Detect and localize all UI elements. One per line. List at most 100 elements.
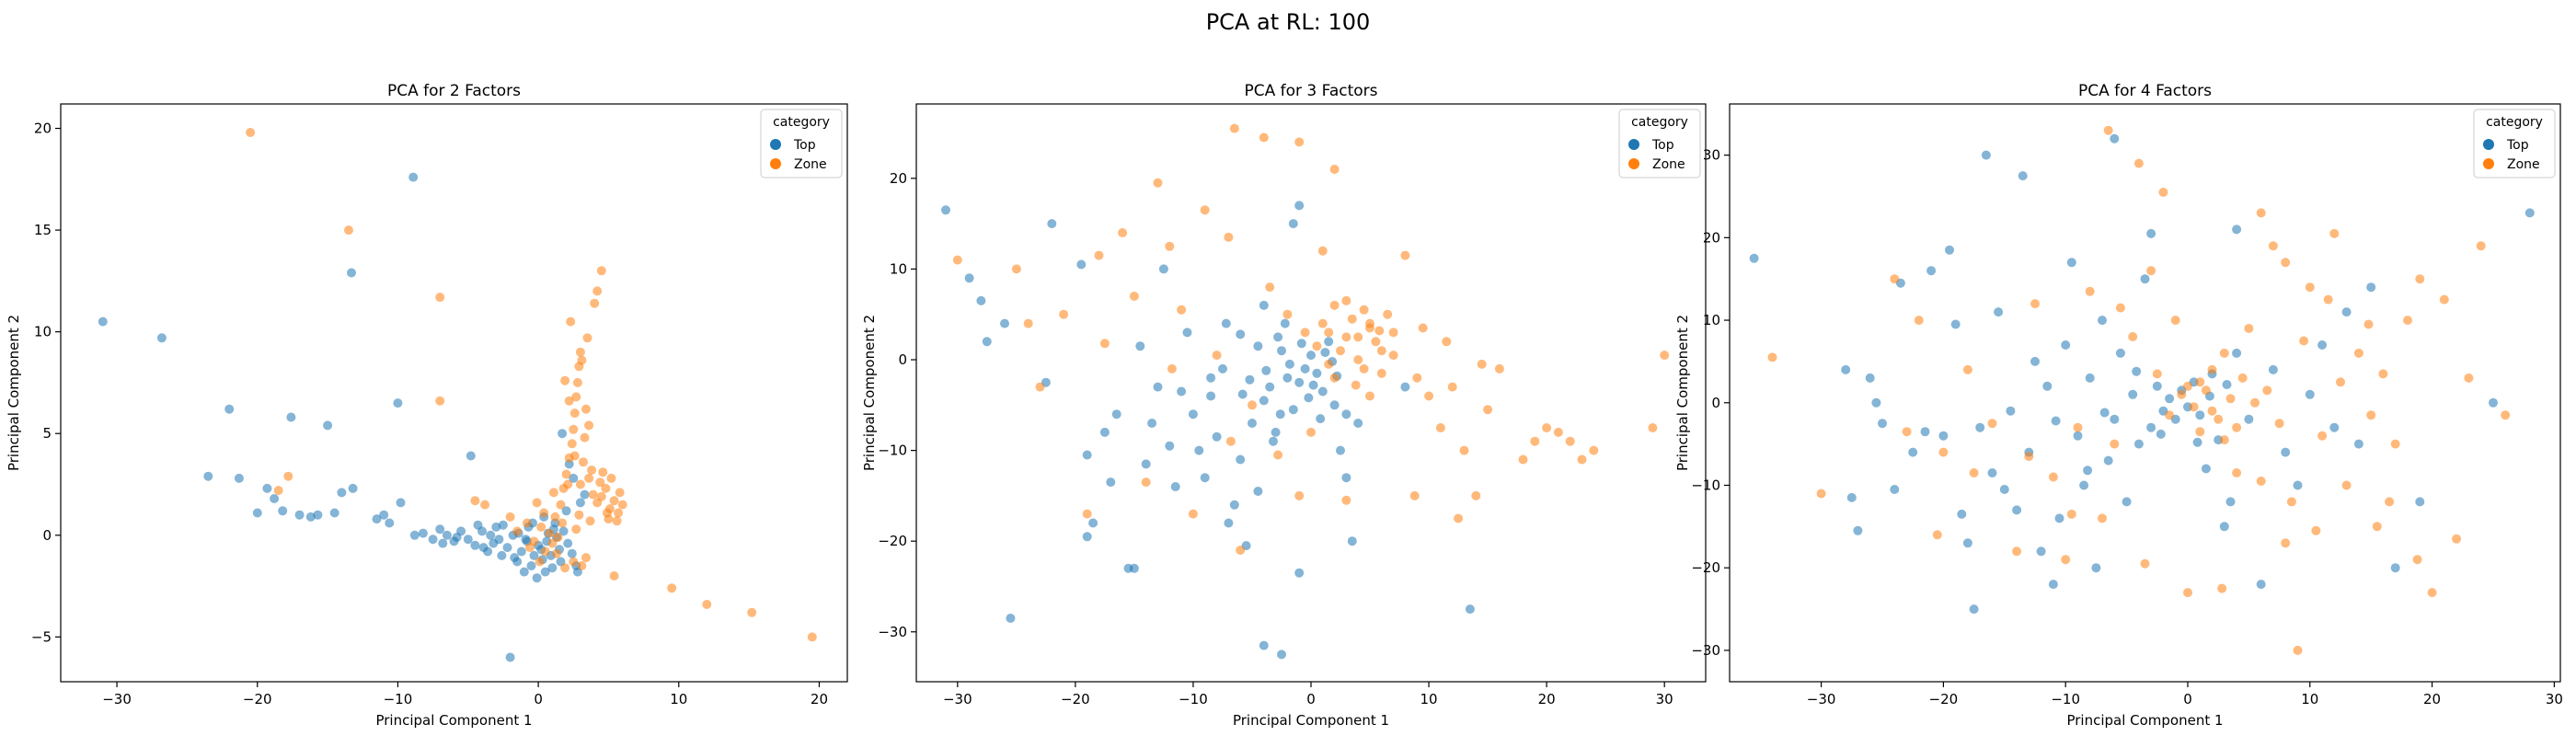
data-point-zone bbox=[1341, 295, 1351, 305]
data-point-zone bbox=[572, 377, 582, 387]
legend-label-zone: Zone bbox=[794, 157, 827, 172]
x-tick-label: 10 bbox=[1420, 691, 1438, 707]
data-point-top bbox=[1347, 536, 1357, 546]
data-point-zone bbox=[2183, 588, 2192, 598]
data-point-zone bbox=[598, 467, 608, 477]
y-tick-label: 30 bbox=[1703, 147, 1720, 164]
data-point-top bbox=[224, 404, 235, 414]
x-tick-label: −20 bbox=[1061, 691, 1090, 707]
data-point-zone bbox=[1518, 454, 1528, 465]
chart-panel-3: −30 −20 −10 0 10 20 30 −30 −20 −10 0 10 20 30 PCA for … bbox=[1674, 82, 2563, 729]
data-point-top bbox=[1341, 473, 1351, 483]
data-point-top bbox=[1253, 487, 1263, 496]
data-point-top bbox=[2156, 429, 2166, 439]
data-point-zone bbox=[2341, 480, 2352, 490]
data-point-top bbox=[540, 567, 550, 577]
data-point-top bbox=[1082, 450, 1092, 460]
data-point-zone bbox=[539, 508, 549, 518]
data-point-zone bbox=[577, 355, 587, 365]
data-point-zone bbox=[2165, 410, 2175, 420]
data-point-top bbox=[1218, 363, 1227, 374]
data-point-zone bbox=[532, 498, 542, 508]
data-point-zone bbox=[609, 571, 619, 581]
data-point-top bbox=[2366, 282, 2376, 293]
data-point-top bbox=[348, 483, 358, 493]
data-point-zone bbox=[1265, 282, 1275, 293]
data-point-top bbox=[1465, 604, 1475, 615]
scatter-points bbox=[1749, 125, 2535, 655]
data-point-zone bbox=[1329, 165, 1340, 174]
data-point-top bbox=[1841, 364, 1851, 374]
data-point-top bbox=[1969, 604, 1979, 615]
data-point-top bbox=[1288, 219, 1298, 229]
data-point-top bbox=[486, 530, 496, 540]
axes-frame bbox=[60, 103, 848, 683]
data-point-zone bbox=[1553, 427, 1563, 437]
data-point-zone bbox=[2237, 373, 2248, 383]
data-point-top bbox=[964, 273, 974, 283]
data-point-zone bbox=[609, 496, 619, 506]
data-point-zone bbox=[1282, 309, 1293, 319]
data-point-top bbox=[2030, 356, 2040, 366]
data-point-zone bbox=[1409, 490, 1420, 500]
data-point-top bbox=[156, 333, 167, 343]
data-point-top bbox=[2103, 455, 2113, 466]
data-point-zone bbox=[2103, 125, 2113, 135]
y-tick-label: 20 bbox=[1703, 229, 1720, 246]
data-point-zone bbox=[2189, 402, 2199, 412]
data-point-zone bbox=[273, 486, 283, 496]
data-point-top bbox=[1987, 468, 1997, 477]
data-point-top bbox=[372, 514, 382, 524]
data-point-zone bbox=[1317, 318, 1328, 328]
data-point-zone bbox=[569, 451, 580, 461]
x-tick-label: −10 bbox=[2051, 691, 2080, 707]
data-point-zone bbox=[535, 557, 545, 567]
data-point-top bbox=[1259, 300, 1269, 310]
data-point-top bbox=[1259, 640, 1269, 650]
data-point-zone bbox=[585, 516, 595, 526]
data-point-zone bbox=[1424, 391, 1434, 401]
data-point-zone bbox=[2281, 538, 2291, 548]
data-point-top bbox=[1212, 431, 1222, 442]
data-point-top bbox=[2140, 274, 2150, 284]
data-point-top bbox=[2353, 439, 2363, 449]
data-point-zone bbox=[2128, 332, 2138, 341]
data-point-zone bbox=[602, 508, 612, 518]
legend: category Top Zone bbox=[760, 109, 843, 178]
data-point-top bbox=[1981, 150, 1991, 160]
data-point-top bbox=[1908, 447, 1918, 457]
data-point-zone bbox=[592, 286, 603, 296]
data-point-top bbox=[1236, 329, 1246, 339]
data-point-top bbox=[385, 518, 395, 528]
data-point-zone bbox=[1329, 300, 1340, 310]
data-point-zone bbox=[1336, 346, 1345, 356]
data-point-top bbox=[547, 563, 558, 573]
data-point-zone bbox=[283, 471, 293, 481]
data-point-zone bbox=[1224, 232, 1234, 242]
data-point-zone bbox=[952, 255, 962, 265]
data-point-zone bbox=[1306, 427, 1316, 437]
legend-marker-zone bbox=[2483, 158, 2494, 169]
data-point-zone bbox=[1353, 332, 1363, 342]
data-point-top bbox=[1170, 482, 1180, 491]
data-point-zone bbox=[807, 632, 817, 642]
data-point-top bbox=[393, 398, 403, 408]
data-point-top bbox=[1206, 391, 1216, 401]
data-point-top bbox=[2293, 480, 2303, 490]
axes-frame bbox=[1729, 103, 2561, 683]
y-tick-label: 20 bbox=[34, 121, 52, 137]
data-point-zone bbox=[1890, 274, 1900, 284]
data-point-zone bbox=[552, 548, 561, 558]
legend-box bbox=[2473, 109, 2556, 178]
data-point-zone bbox=[577, 561, 587, 570]
data-point-top bbox=[1316, 414, 1326, 424]
data-point-zone bbox=[2195, 427, 2205, 437]
data-point-zone bbox=[601, 483, 611, 493]
data-point-zone bbox=[2317, 431, 2328, 441]
data-point-top bbox=[2036, 546, 2046, 557]
data-point-zone bbox=[1471, 490, 1481, 500]
data-point-top bbox=[1271, 427, 1281, 437]
data-point-top bbox=[516, 546, 526, 557]
data-point-zone bbox=[558, 518, 568, 528]
data-point-top bbox=[2133, 439, 2144, 449]
